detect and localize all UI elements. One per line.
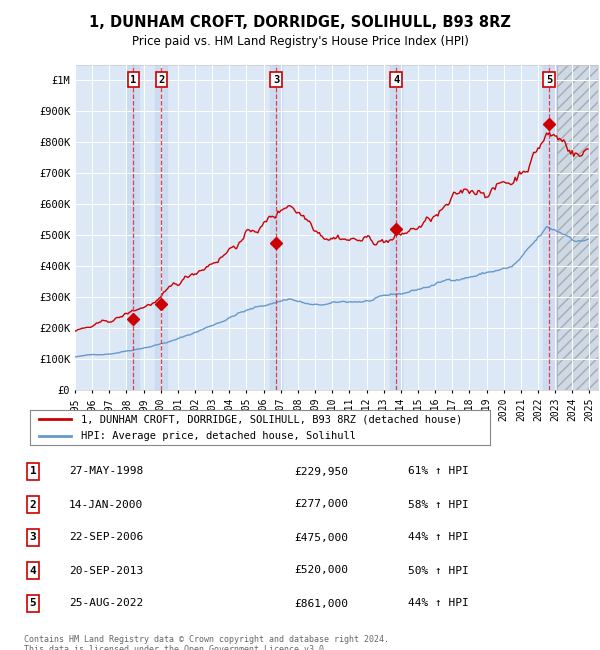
Text: 2: 2 <box>29 499 37 510</box>
Text: £277,000: £277,000 <box>294 499 348 510</box>
Text: 50% ↑ HPI: 50% ↑ HPI <box>408 566 469 575</box>
Text: 3: 3 <box>273 75 279 84</box>
Text: 4: 4 <box>29 566 37 575</box>
Text: 44% ↑ HPI: 44% ↑ HPI <box>408 599 469 608</box>
Text: 1, DUNHAM CROFT, DORRIDGE, SOLIHULL, B93 8RZ: 1, DUNHAM CROFT, DORRIDGE, SOLIHULL, B93… <box>89 15 511 30</box>
Text: £475,000: £475,000 <box>294 532 348 543</box>
Text: 44% ↑ HPI: 44% ↑ HPI <box>408 532 469 543</box>
Text: 1: 1 <box>29 467 37 476</box>
Text: Price paid vs. HM Land Registry's House Price Index (HPI): Price paid vs. HM Land Registry's House … <box>131 35 469 48</box>
Text: £229,950: £229,950 <box>294 467 348 476</box>
Text: Contains HM Land Registry data © Crown copyright and database right 2024.
This d: Contains HM Land Registry data © Crown c… <box>24 635 389 650</box>
Bar <box>390 65 402 390</box>
Text: £520,000: £520,000 <box>294 566 348 575</box>
Text: HPI: Average price, detached house, Solihull: HPI: Average price, detached house, Soli… <box>80 430 356 441</box>
Text: 61% ↑ HPI: 61% ↑ HPI <box>408 467 469 476</box>
Bar <box>543 65 555 390</box>
Bar <box>155 65 167 390</box>
Text: 1, DUNHAM CROFT, DORRIDGE, SOLIHULL, B93 8RZ (detached house): 1, DUNHAM CROFT, DORRIDGE, SOLIHULL, B93… <box>80 415 462 424</box>
Bar <box>270 65 282 390</box>
Text: 5: 5 <box>546 75 552 84</box>
Text: 22-SEP-2006: 22-SEP-2006 <box>69 532 143 543</box>
Text: 4: 4 <box>393 75 399 84</box>
Bar <box>557 65 600 390</box>
Bar <box>557 65 600 390</box>
Bar <box>127 65 139 390</box>
Text: 14-JAN-2000: 14-JAN-2000 <box>69 499 143 510</box>
Text: 1: 1 <box>130 75 137 84</box>
Text: 20-SEP-2013: 20-SEP-2013 <box>69 566 143 575</box>
Text: 25-AUG-2022: 25-AUG-2022 <box>69 599 143 608</box>
Text: 58% ↑ HPI: 58% ↑ HPI <box>408 499 469 510</box>
Text: £861,000: £861,000 <box>294 599 348 608</box>
Text: 3: 3 <box>29 532 37 543</box>
Text: 27-MAY-1998: 27-MAY-1998 <box>69 467 143 476</box>
Text: 5: 5 <box>29 599 37 608</box>
Text: 2: 2 <box>158 75 164 84</box>
